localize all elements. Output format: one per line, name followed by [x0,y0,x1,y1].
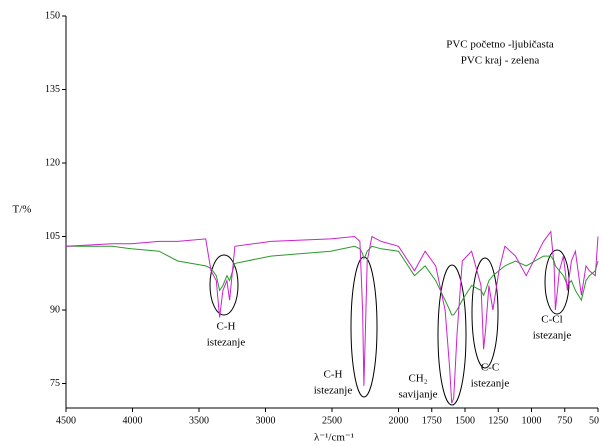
annotation: C-H [217,321,236,333]
x-tick-label: 750 [557,415,572,426]
peak-ellipse [350,256,378,398]
spectrum-line [66,245,599,316]
x-tick-label: 2500 [322,415,342,426]
annotation: istezanje [471,378,510,390]
peak-ellipse [437,264,467,406]
x-tick-label: 4000 [123,415,143,426]
x-tick-label: 1000 [522,415,542,426]
peak-ellipse [471,257,499,369]
y-tick-label: 90 [50,304,60,315]
x-tick-label: 1250 [488,415,508,426]
annotation: istezanje [314,385,353,397]
peak-ellipse [544,249,570,315]
x-tick-label: 1750 [422,415,442,426]
y-tick-label: 135 [45,84,60,95]
legend-entry: PVC kraj - zelena [461,55,540,67]
x-tick-label: 4500 [56,415,76,426]
annotation: istezanje [207,337,246,349]
annotation: istezanje [533,330,572,342]
spectrum-line [65,230,599,404]
x-tick-label: 3000 [256,415,276,426]
y-tick-label: 105 [45,231,60,242]
legend-entry: PVC početno -ljubičasta [446,39,554,51]
x-tick-label: 3500 [189,415,209,426]
x-tick-label: 50 [589,415,599,426]
peak-ellipse [209,254,239,316]
y-tick-label: 75 [50,378,60,389]
x-tick-label: 2000 [389,415,409,426]
y-tick-label: 150 [45,10,60,21]
y-axis-label: T/% [13,204,32,216]
annotation: C-H [324,369,343,381]
annotation: savijanje [398,389,437,401]
annotation: C-C [481,362,499,374]
x-tick-label: 1500 [455,415,475,426]
y-tick-label: 120 [45,157,60,168]
x-axis-label: λ⁻¹/cm⁻¹ [314,432,354,444]
annotation: CH₂ [408,373,427,385]
annotation: C-Cl [541,314,562,326]
